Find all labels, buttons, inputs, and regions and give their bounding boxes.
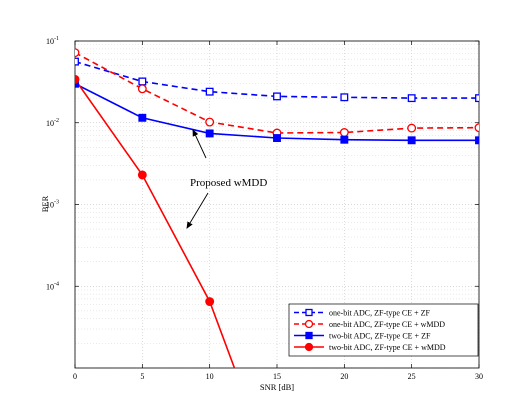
data-point-series-2: [339, 128, 349, 137]
legend-marker-3: [305, 331, 313, 340]
legend-label-3: two-bit ADC, ZF-type CE + ZF: [329, 332, 431, 341]
y-tick-label: 10-3: [46, 200, 59, 210]
x-tick-label: 30: [475, 372, 483, 381]
data-point-series-2: [205, 117, 215, 127]
data-point-series-4: [205, 297, 215, 306]
legend-label-2: one-bit ADC, ZF-type CE + wMDD: [329, 320, 445, 329]
y-tick-label: 10-2: [46, 118, 59, 128]
data-point-series-2: [474, 123, 479, 133]
data-point-series-3: [205, 129, 214, 138]
data-point-series-4: [137, 170, 147, 180]
legend: one-bit ADC, ZF-type CE + ZF one-bit ADC,…: [288, 303, 479, 357]
data-point-series-2: [137, 84, 147, 94]
y-axis-label: BER: [40, 195, 50, 212]
legend-marker-1: [305, 308, 313, 317]
axis-ticks: 0 5 10 15 20 25 30 10-1 10-2 10-3 10-4: [46, 36, 483, 381]
x-tick-label: 10: [206, 372, 214, 381]
grid-lines: [74, 41, 480, 369]
series-line-4: [75, 78, 236, 368]
annotation: Proposed wMDD: [186, 129, 267, 229]
data-point-series-3: [138, 113, 147, 122]
data-point-series-2: [407, 123, 417, 133]
data-point-series-1: [475, 94, 479, 103]
annotation-arrow-up: [192, 129, 207, 159]
y-tick-label: 10-4: [46, 281, 59, 291]
legend-marker-4: [304, 342, 314, 352]
legend-label-1: one-bit ADC, ZF-type CE + ZF: [329, 309, 431, 318]
data-point-series-3: [340, 135, 349, 144]
data-point-series-1: [138, 77, 147, 86]
data-point-series-1: [273, 92, 281, 101]
x-tick-label: 0: [73, 372, 77, 381]
legend-marker-2: [304, 319, 314, 329]
data-point-series-1: [205, 87, 214, 96]
y-tick-label: 10-1: [46, 36, 59, 46]
data-point-series-4: [75, 74, 80, 84]
x-tick-label: 20: [340, 372, 348, 381]
annotation-text: Proposed wMDD: [190, 177, 267, 189]
x-tick-label: 5: [140, 372, 144, 381]
x-axis-label: SNR [dB]: [260, 382, 294, 392]
legend-label-4: two-bit ADC, ZF-type CE + wMDD: [329, 343, 446, 352]
data-point-series-3: [475, 136, 479, 145]
x-tick-label: 15: [273, 372, 281, 381]
x-tick-label: 25: [408, 372, 416, 381]
data-point-series-3: [407, 136, 416, 145]
markers-layer: [75, 48, 479, 378]
data-point-series-3: [273, 134, 281, 142]
data-point-series-3: [75, 79, 79, 88]
data-point-series-1: [407, 94, 416, 103]
data-point-series-2: [75, 48, 80, 58]
data-point-series-4: [233, 370, 241, 378]
data-point-series-1: [75, 57, 79, 66]
data-point-series-1: [340, 93, 349, 102]
annotation-arrow-down: [186, 192, 209, 229]
